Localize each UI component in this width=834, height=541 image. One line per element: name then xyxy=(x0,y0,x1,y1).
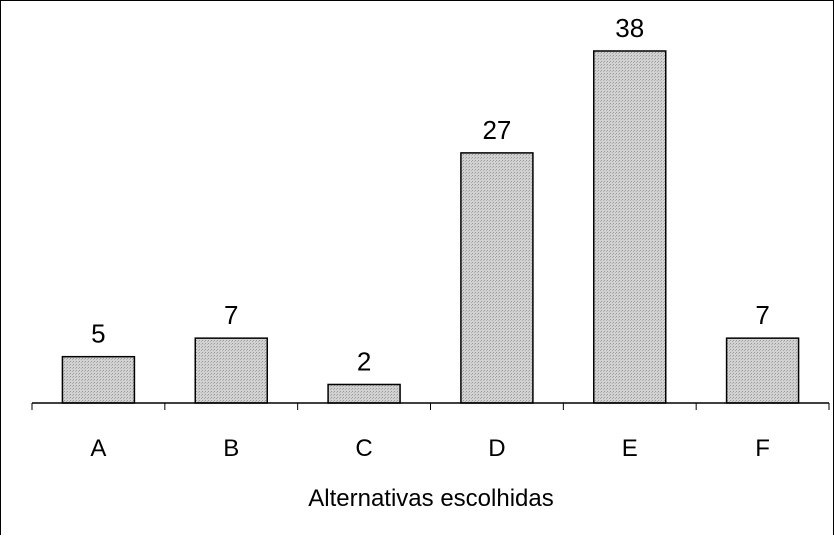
bar-b xyxy=(194,337,268,404)
bars-layer xyxy=(61,50,800,404)
x-tick-label-b: B xyxy=(223,435,239,462)
bar-c xyxy=(327,383,401,404)
data-label-f: 7 xyxy=(755,300,769,330)
x-tick-label-c: C xyxy=(355,435,372,462)
data-label-b: 7 xyxy=(224,300,238,330)
labels-layer: 5 A 7 B 2 C 27 D 38 E 7 F xyxy=(90,13,770,462)
bar-f xyxy=(725,337,800,404)
x-tick-label-d: D xyxy=(488,435,505,462)
data-label-c: 2 xyxy=(357,346,371,376)
bar-e xyxy=(593,50,667,404)
x-tick-label-a: A xyxy=(90,435,106,462)
x-axis-title: Alternativas escolhidas xyxy=(308,485,553,512)
bar-d xyxy=(460,152,534,404)
bar-a xyxy=(61,355,136,404)
data-label-e: 38 xyxy=(615,13,644,43)
data-label-d: 27 xyxy=(482,115,511,145)
data-label-a: 5 xyxy=(91,319,105,349)
x-ticks xyxy=(31,403,830,410)
x-tick-label-f: F xyxy=(755,435,770,462)
x-tick-label-e: E xyxy=(622,435,638,462)
